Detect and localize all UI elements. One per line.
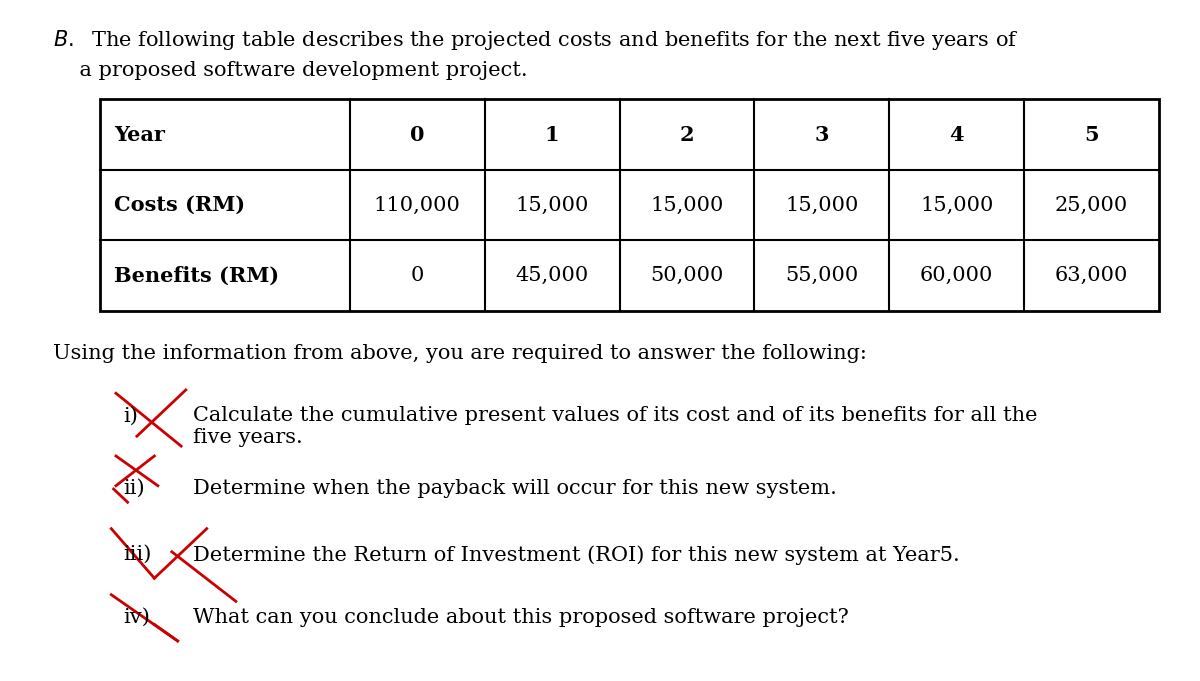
Text: Costs (RM): Costs (RM)	[114, 195, 245, 215]
Text: i): i)	[122, 407, 138, 426]
Text: Year: Year	[114, 125, 164, 144]
Text: 45,000: 45,000	[516, 266, 589, 285]
Text: 0: 0	[410, 125, 425, 144]
Text: 15,000: 15,000	[785, 195, 858, 215]
Text: a proposed software development project.: a proposed software development project.	[53, 61, 528, 80]
Text: Determine when the payback will occur for this new system.: Determine when the payback will occur fo…	[193, 479, 836, 498]
Text: Calculate the cumulative present values of its cost and of its benefits for all : Calculate the cumulative present values …	[193, 407, 1037, 447]
Text: 15,000: 15,000	[650, 195, 724, 215]
Text: Using the information from above, you are required to answer the following:: Using the information from above, you ar…	[53, 344, 866, 363]
Text: 55,000: 55,000	[785, 266, 858, 285]
Text: 4: 4	[949, 125, 964, 144]
Text: What can you conclude about this proposed software project?: What can you conclude about this propose…	[193, 608, 848, 627]
Text: 50,000: 50,000	[650, 266, 724, 285]
Text: 15,000: 15,000	[516, 195, 589, 215]
Text: 2: 2	[679, 125, 695, 144]
Text: 3: 3	[815, 125, 829, 144]
Text: $\it{B}$$\it{.}$  The following table describes the projected costs and benefits: $\it{B}$$\it{.}$ The following table des…	[53, 28, 1019, 52]
Text: Determine the Return of Investment (ROI) for this new system at Year5.: Determine the Return of Investment (ROI)…	[193, 545, 960, 565]
Text: Benefits (RM): Benefits (RM)	[114, 266, 278, 285]
Text: 110,000: 110,000	[374, 195, 461, 215]
Text: 5: 5	[1084, 125, 1099, 144]
Text: 1: 1	[545, 125, 559, 144]
Text: 63,000: 63,000	[1055, 266, 1128, 285]
Text: 25,000: 25,000	[1055, 195, 1128, 215]
Text: 0: 0	[410, 266, 424, 285]
Text: iii): iii)	[122, 545, 151, 564]
Text: 60,000: 60,000	[920, 266, 994, 285]
Text: ii): ii)	[122, 479, 144, 498]
Text: iv): iv)	[122, 608, 150, 627]
Text: 15,000: 15,000	[920, 195, 994, 215]
